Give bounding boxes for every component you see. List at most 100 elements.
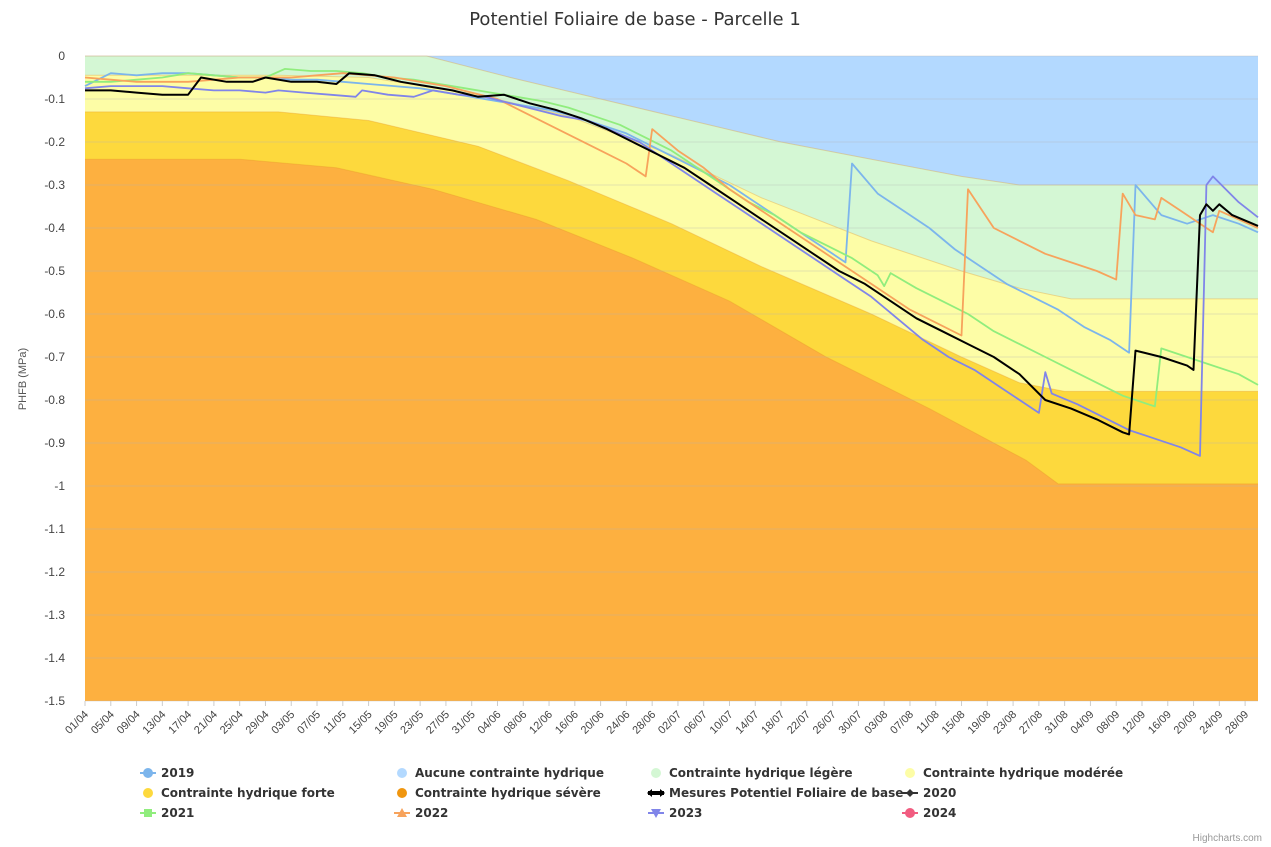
x-tick-label: 07/05 bbox=[295, 709, 323, 737]
legend-symbol bbox=[397, 808, 407, 817]
y-tick-label: -0.4 bbox=[44, 221, 65, 235]
legend-item[interactable]: Contrainte hydrique sévère bbox=[397, 786, 601, 800]
x-tick-label: 17/04 bbox=[166, 709, 194, 737]
x-tick-label: 23/05 bbox=[398, 709, 426, 737]
x-tick-label: 15/05 bbox=[347, 709, 375, 737]
x-tick-label: 07/08 bbox=[888, 709, 916, 737]
x-tick-label: 14/07 bbox=[733, 709, 761, 737]
legend-item[interactable]: 2022 bbox=[394, 806, 448, 820]
legend-symbol bbox=[143, 768, 153, 778]
legend-label: 2019 bbox=[161, 766, 194, 780]
legend: 2019 Aucune contrainte hydrique Contrainte… bbox=[140, 766, 1123, 820]
x-axis-ticks: 01/0405/0409/0413/0417/0421/0425/0429/04… bbox=[63, 701, 1251, 737]
legend-label: Contrainte hydrique légère bbox=[669, 766, 853, 780]
legend-item[interactable]: Mesures Potentiel Foliaire de base bbox=[647, 786, 903, 800]
series-line-2023[interactable] bbox=[84, 85, 1259, 457]
zone-boundary-4 bbox=[85, 111, 1258, 392]
legend-item[interactable]: 2021 bbox=[140, 806, 194, 820]
y-tick-label: -0.5 bbox=[44, 264, 65, 278]
x-tick-label: 29/04 bbox=[244, 709, 272, 737]
x-tick-label: 08/09 bbox=[1094, 709, 1122, 737]
legend-item[interactable]: 2024 bbox=[902, 806, 956, 820]
legend-label: Mesures Potentiel Foliaire de base bbox=[669, 786, 903, 800]
legend-symbol bbox=[651, 768, 661, 778]
legend-item[interactable]: 2019 bbox=[140, 766, 194, 780]
x-tick-label: 25/04 bbox=[218, 709, 246, 737]
x-tick-label: 31/05 bbox=[450, 709, 478, 737]
y-tick-label: -1.2 bbox=[44, 565, 65, 579]
x-tick-label: 24/06 bbox=[605, 709, 633, 737]
legend-symbol bbox=[144, 809, 152, 817]
x-tick-label: 03/08 bbox=[862, 709, 890, 737]
x-tick-label: 11/05 bbox=[322, 709, 349, 736]
y-axis-ticks: 0 -0.1 -0.2 -0.3 -0.4 -0.5 -0.6 -0.7 -0.8 -0.9 -1 -… bbox=[44, 49, 65, 708]
legend-symbol bbox=[397, 768, 407, 778]
x-tick-label: 16/06 bbox=[553, 709, 581, 737]
series-line-2021[interactable] bbox=[85, 68, 1259, 408]
legend-item[interactable]: Contrainte hydrique légère bbox=[651, 766, 853, 780]
x-tick-label: 02/07 bbox=[656, 709, 684, 737]
x-tick-label: 20/09 bbox=[1172, 709, 1200, 737]
legend-item[interactable]: Aucune contrainte hydrique bbox=[397, 766, 604, 780]
legend-item[interactable]: 2023 bbox=[648, 806, 702, 820]
zone-boundary-5 bbox=[85, 158, 1258, 485]
legend-item[interactable]: 2020 bbox=[902, 786, 956, 800]
x-tick-label: 04/06 bbox=[476, 709, 504, 737]
series-line-2020[interactable] bbox=[85, 72, 1259, 436]
legend-label: Contrainte hydrique sévère bbox=[415, 786, 601, 800]
x-tick-label: 03/05 bbox=[269, 709, 297, 737]
credits[interactable]: Highcharts.com bbox=[1193, 833, 1262, 844]
legend-symbol bbox=[143, 788, 153, 798]
x-tick-label: 20/06 bbox=[579, 709, 607, 737]
x-tick-label: 10/07 bbox=[708, 709, 736, 737]
x-tick-label: 22/07 bbox=[785, 709, 813, 737]
y-tick-label: -1 bbox=[54, 479, 65, 493]
y-tick-label: -0.6 bbox=[44, 307, 65, 321]
zone-boundary-2 bbox=[85, 55, 1258, 186]
x-tick-label: 04/09 bbox=[1069, 709, 1097, 737]
x-tick-label: 16/09 bbox=[1146, 709, 1174, 737]
x-tick-label: 08/06 bbox=[501, 709, 529, 737]
legend-symbol bbox=[651, 809, 661, 818]
x-tick-label: 12/06 bbox=[527, 709, 555, 737]
x-tick-label: 05/04 bbox=[89, 709, 117, 737]
legend-label: 2020 bbox=[923, 786, 956, 800]
x-tick-label: 27/08 bbox=[1017, 709, 1045, 737]
y-tick-label: -0.1 bbox=[44, 92, 65, 106]
x-tick-label: 31/08 bbox=[1043, 709, 1071, 737]
legend-label: 2024 bbox=[923, 806, 956, 820]
legend-item[interactable]: Contrainte hydrique forte bbox=[143, 786, 335, 800]
y-tick-label: -0.3 bbox=[44, 178, 65, 192]
y-tick-label: -1.4 bbox=[44, 651, 65, 665]
zone-boundary-3 bbox=[85, 74, 1258, 300]
y-tick-label: -1.3 bbox=[44, 608, 65, 622]
legend-item[interactable]: Contrainte hydrique modérée bbox=[905, 766, 1123, 780]
x-tick-label: 28/09 bbox=[1223, 709, 1251, 737]
series-line-2022[interactable] bbox=[84, 72, 1259, 337]
legend-symbol bbox=[906, 789, 914, 797]
x-tick-label: 15/08 bbox=[940, 709, 968, 737]
x-tick-label: 21/04 bbox=[192, 709, 220, 737]
series-lines bbox=[84, 68, 1259, 457]
y-tick-label: -1.1 bbox=[44, 522, 65, 536]
x-tick-label: 12/09 bbox=[1120, 709, 1148, 737]
x-tick-label: 06/07 bbox=[682, 709, 710, 737]
x-tick-label: 24/09 bbox=[1197, 709, 1225, 737]
x-tick-label: 23/08 bbox=[991, 709, 1019, 737]
stress-zones bbox=[85, 55, 1258, 702]
x-tick-label: 30/07 bbox=[837, 709, 865, 737]
x-tick-label: 18/07 bbox=[759, 709, 787, 737]
y-tick-label: -0.7 bbox=[44, 350, 65, 364]
x-tick-label: 11/08 bbox=[914, 709, 941, 736]
x-tick-label: 19/05 bbox=[373, 709, 401, 737]
y-tick-label: 0 bbox=[58, 49, 65, 63]
legend-label: Aucune contrainte hydrique bbox=[415, 766, 604, 780]
legend-label: Contrainte hydrique modérée bbox=[923, 766, 1123, 780]
legend-symbol bbox=[397, 788, 407, 798]
legend-label: 2022 bbox=[415, 806, 448, 820]
chart-title: Potentiel Foliaire de base - Parcelle 1 bbox=[469, 9, 801, 30]
y-tick-label: -0.9 bbox=[44, 436, 65, 450]
legend-symbol bbox=[905, 768, 915, 778]
x-tick-label: 28/06 bbox=[630, 709, 658, 737]
